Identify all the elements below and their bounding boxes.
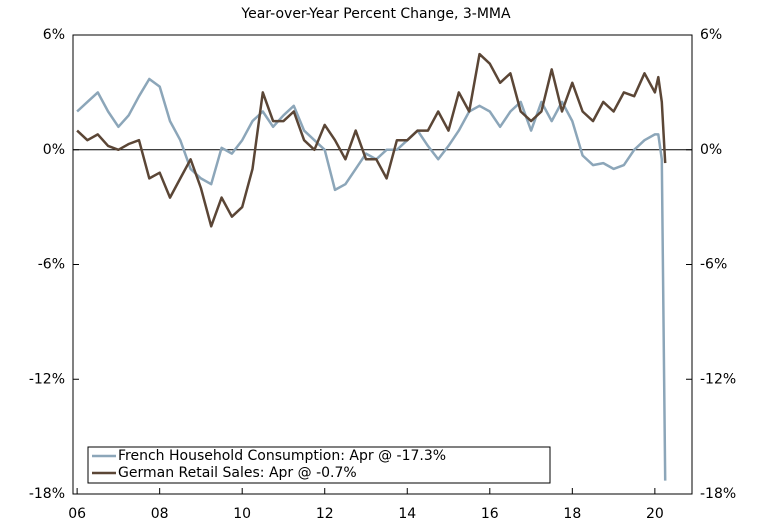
x-tick-label: 10 [233,506,251,522]
series-line [76,77,667,481]
y-tick-label: -12% [29,371,65,387]
y-tick-label: 0% [43,142,65,158]
legend-label: German Retail Sales: Apr @ -0.7% [118,465,357,481]
x-tick-label: 20 [646,506,664,522]
y-tick-label: 6% [43,27,65,43]
x-tick-label: 18 [563,506,581,522]
legend-label: French Household Consumption: Apr @ -17.… [118,448,446,464]
y-tick-label: -6% [38,257,65,273]
x-tick-label: 06 [68,506,86,522]
x-tick-label: 14 [398,506,416,522]
x-tick-label: 12 [316,506,334,522]
y-tick-label: -18% [29,486,65,502]
legend-box [87,446,551,484]
y2-tick-label: -6% [700,257,727,273]
y2-tick-label: -12% [700,371,736,387]
y2-tick-label: -18% [700,486,736,502]
x-tick-label: 08 [151,506,169,522]
series-line [76,52,667,228]
y2-tick-label: 6% [700,27,722,43]
chart-subtitle: Year-over-Year Percent Change, 3-MMA [240,6,511,22]
x-tick-label: 16 [481,506,499,522]
y2-tick-label: 0% [700,142,722,158]
